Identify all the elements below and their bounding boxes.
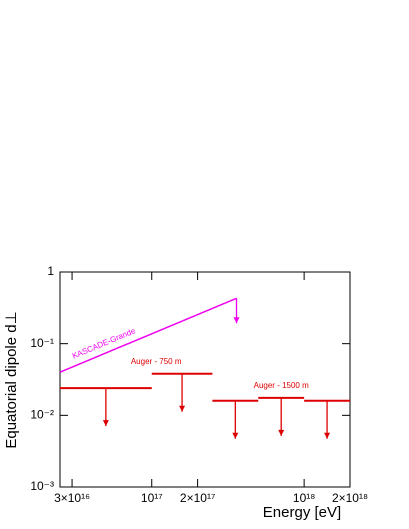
x-tick-label: 10¹⁷ xyxy=(141,491,163,505)
x-tick-label: 10¹⁸ xyxy=(293,491,315,505)
x-tick-label: 3×10¹⁶ xyxy=(54,491,90,505)
arrow-head xyxy=(233,317,240,324)
limit-line xyxy=(59,297,237,373)
x-tick-label: 2×10¹⁷ xyxy=(180,491,215,505)
arrow-head xyxy=(278,429,285,436)
x-tick-label: 2×10¹⁸ xyxy=(332,491,368,505)
arrow-head xyxy=(102,420,109,427)
x-axis-title: Energy [eV] xyxy=(263,504,341,521)
y-tick-label: 1 xyxy=(47,264,54,278)
y-tick-label: 10⁻³ xyxy=(30,479,54,493)
series-label: Auger - 1500 m xyxy=(254,381,309,390)
y-axis-title: Equatorial dipole d⊥ xyxy=(3,311,20,448)
arrow-head xyxy=(324,432,331,439)
plot-frame xyxy=(59,271,351,488)
arrow-head xyxy=(232,432,239,439)
arrow-head xyxy=(179,405,186,412)
y-tick-label: 10⁻¹ xyxy=(30,336,54,350)
y-tick-label: 10⁻² xyxy=(30,408,54,422)
series-label: Auger - 750 m xyxy=(131,357,182,366)
